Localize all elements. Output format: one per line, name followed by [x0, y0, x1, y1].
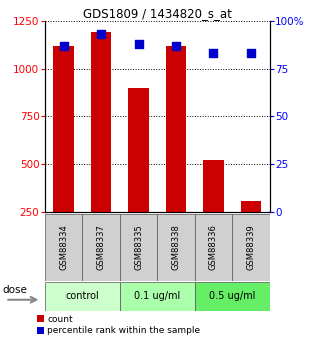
FancyBboxPatch shape: [195, 282, 270, 310]
Point: [173, 43, 178, 48]
FancyBboxPatch shape: [157, 214, 195, 281]
Point: [61, 43, 66, 48]
Text: 0.1 ug/ml: 0.1 ug/ml: [134, 292, 180, 301]
FancyBboxPatch shape: [232, 214, 270, 281]
Text: GSM88335: GSM88335: [134, 225, 143, 270]
Text: GSM88339: GSM88339: [247, 225, 256, 270]
Text: GSM88338: GSM88338: [171, 225, 180, 270]
Text: GSM88336: GSM88336: [209, 225, 218, 270]
Bar: [91, 32, 111, 260]
Bar: [203, 160, 224, 260]
Title: GDS1809 / 1434820_s_at: GDS1809 / 1434820_s_at: [83, 7, 232, 20]
Bar: [53, 46, 74, 260]
Point: [99, 31, 104, 37]
Bar: [166, 46, 186, 260]
Bar: [241, 201, 261, 260]
FancyBboxPatch shape: [45, 282, 120, 310]
Legend: count, percentile rank within the sample: count, percentile rank within the sample: [37, 315, 201, 335]
Text: dose: dose: [2, 285, 27, 295]
Text: 0.5 ug/ml: 0.5 ug/ml: [209, 292, 256, 301]
Bar: [128, 88, 149, 260]
FancyBboxPatch shape: [195, 214, 232, 281]
Point: [248, 50, 254, 56]
FancyBboxPatch shape: [45, 214, 82, 281]
FancyBboxPatch shape: [120, 214, 157, 281]
Text: GSM88337: GSM88337: [97, 225, 106, 270]
Point: [136, 41, 141, 47]
Text: control: control: [65, 292, 99, 301]
Point: [211, 50, 216, 56]
FancyBboxPatch shape: [120, 282, 195, 310]
FancyBboxPatch shape: [82, 214, 120, 281]
Text: GSM88334: GSM88334: [59, 225, 68, 270]
